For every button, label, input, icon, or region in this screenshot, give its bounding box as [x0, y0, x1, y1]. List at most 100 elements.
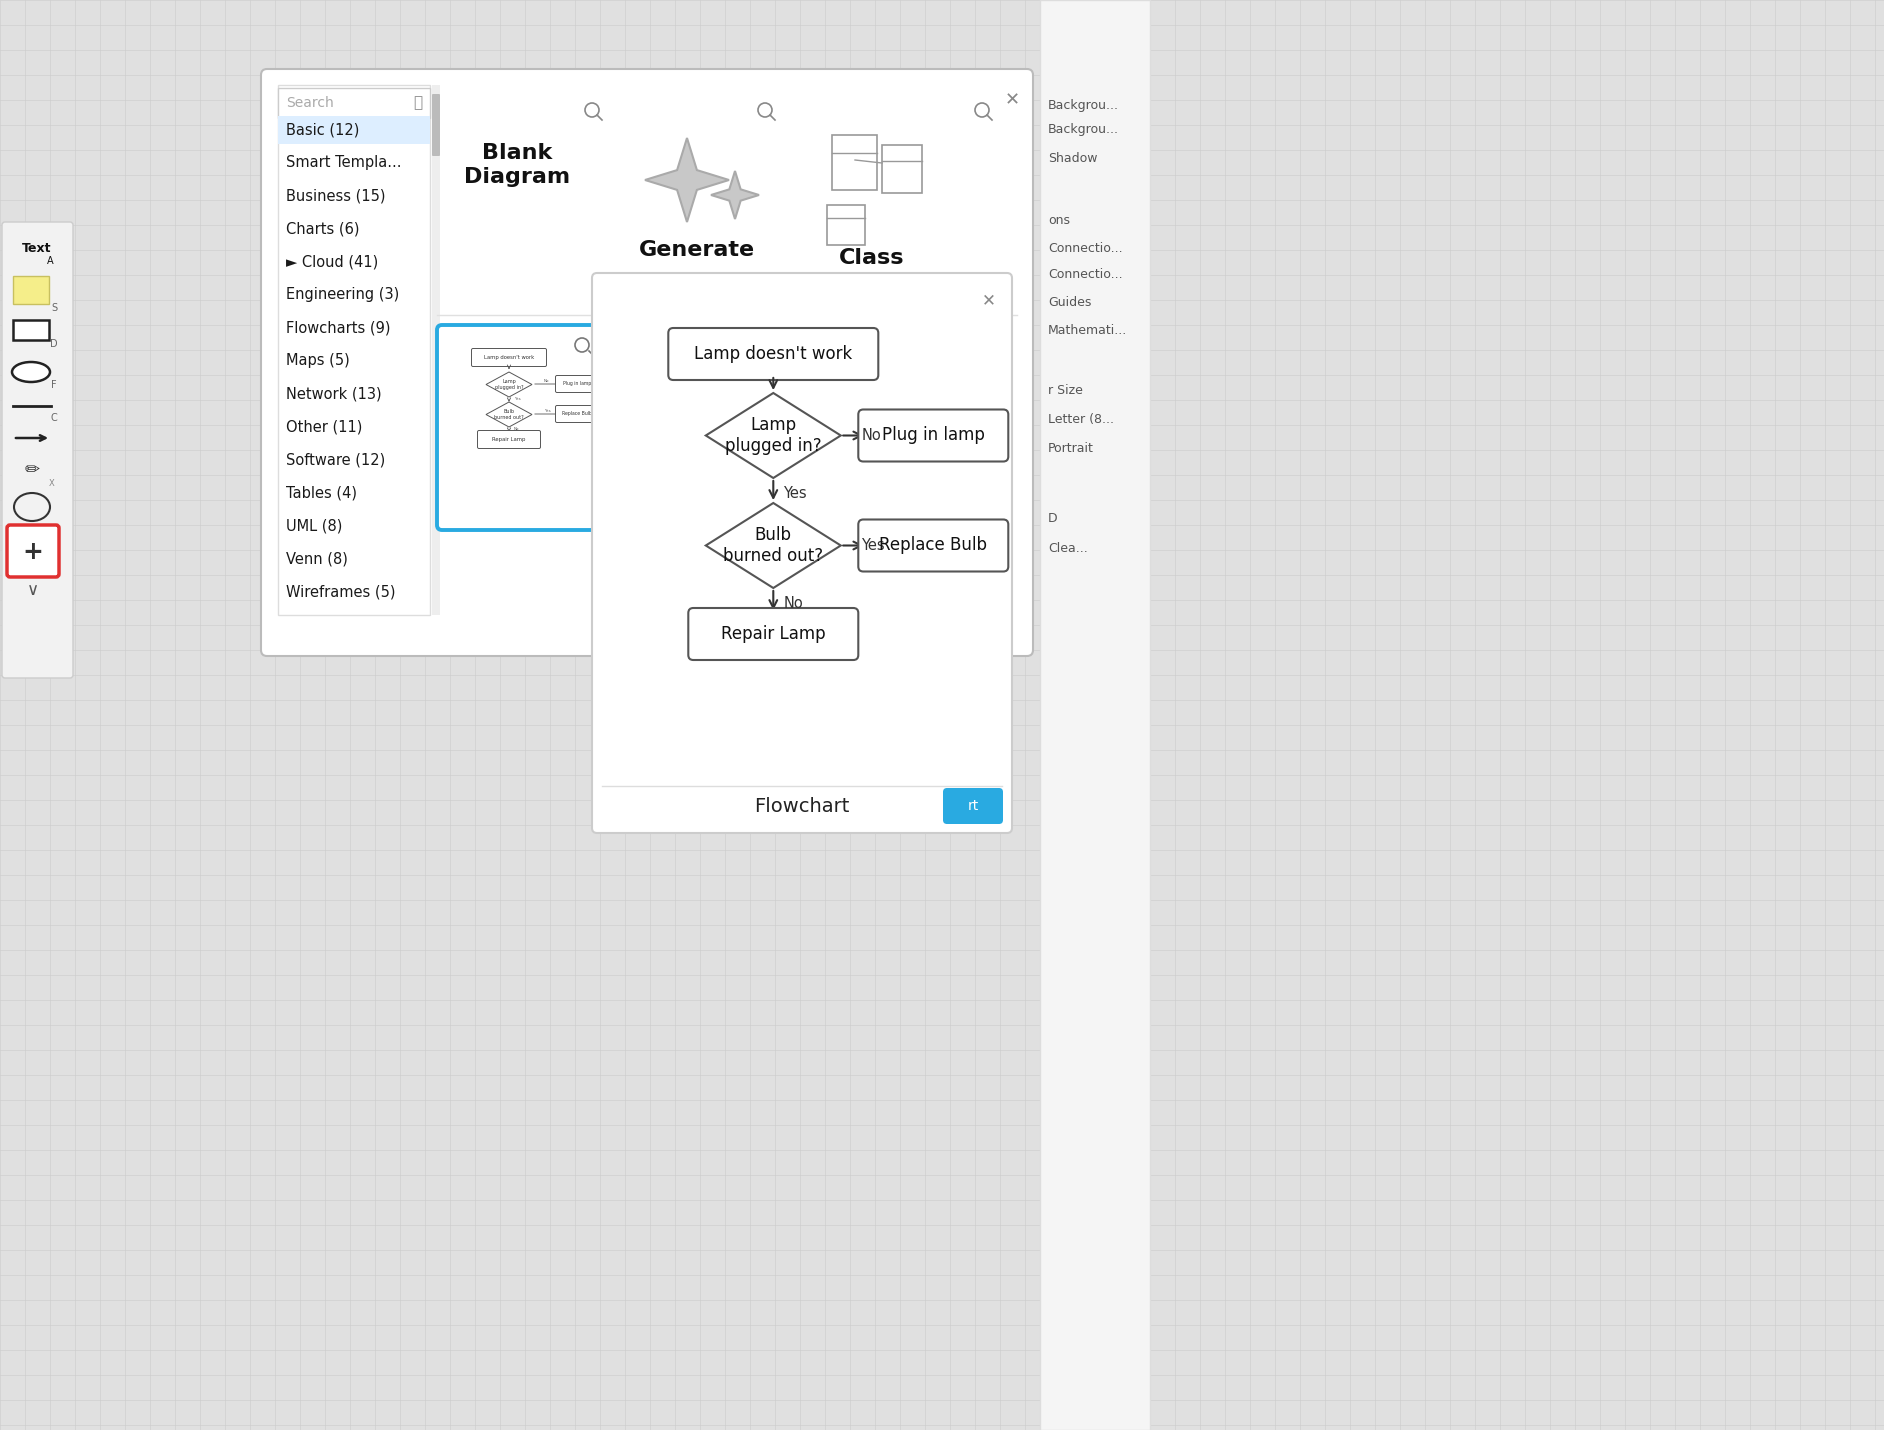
FancyBboxPatch shape — [13, 320, 49, 340]
Text: Backgrou...: Backgrou... — [1048, 123, 1119, 136]
Text: Flowchart: Flowchart — [754, 798, 850, 817]
Text: Clea...: Clea... — [1048, 542, 1087, 555]
Text: No: No — [784, 596, 803, 611]
FancyBboxPatch shape — [437, 325, 603, 531]
Text: Plug in lamp: Plug in lamp — [563, 382, 592, 386]
FancyBboxPatch shape — [431, 94, 441, 156]
FancyBboxPatch shape — [859, 409, 1008, 462]
FancyBboxPatch shape — [2, 222, 73, 678]
Text: ► Cloud (41): ► Cloud (41) — [286, 255, 379, 269]
Text: r Size: r Size — [1048, 383, 1083, 396]
FancyBboxPatch shape — [833, 134, 876, 190]
Text: Search: Search — [286, 96, 333, 110]
Text: Backgrou...: Backgrou... — [1048, 99, 1119, 112]
FancyBboxPatch shape — [688, 608, 859, 661]
Text: Connectio...: Connectio... — [1048, 269, 1123, 282]
Text: Venn (8): Venn (8) — [286, 552, 349, 566]
FancyBboxPatch shape — [431, 84, 441, 615]
FancyBboxPatch shape — [944, 788, 1002, 824]
Text: ✏: ✏ — [24, 460, 40, 479]
Text: Guides: Guides — [1048, 296, 1091, 309]
Text: D: D — [1048, 512, 1057, 525]
Text: ⌕: ⌕ — [413, 96, 422, 110]
FancyBboxPatch shape — [669, 327, 878, 380]
Polygon shape — [710, 172, 759, 219]
Text: Wireframes (5): Wireframes (5) — [286, 585, 396, 599]
Text: Lamp
plugged in?: Lamp plugged in? — [725, 416, 821, 455]
Text: Bulb
burned out?: Bulb burned out? — [494, 409, 524, 419]
Text: Entity
Relationship
Diagram: Entity Relationship Diagram — [624, 551, 761, 616]
Text: ✕: ✕ — [982, 290, 997, 309]
Text: D: D — [51, 339, 58, 349]
Text: Lamp doesn't work: Lamp doesn't work — [693, 345, 852, 363]
Text: Charts (6): Charts (6) — [286, 222, 360, 236]
Text: Replace Bulb: Replace Bulb — [561, 412, 592, 416]
Text: ons: ons — [1048, 213, 1070, 226]
Text: C: C — [51, 413, 57, 423]
Text: Connectio...: Connectio... — [1048, 242, 1123, 255]
Text: Other (11): Other (11) — [286, 419, 362, 435]
Text: Smart Templa...: Smart Templa... — [286, 156, 401, 170]
Text: Plug in lamp: Plug in lamp — [882, 426, 985, 445]
Text: Business (15): Business (15) — [286, 189, 386, 203]
Text: Portrait: Portrait — [1048, 442, 1095, 455]
Text: Yes: Yes — [861, 538, 885, 553]
Text: Mathemati...: Mathemati... — [1048, 323, 1127, 336]
Ellipse shape — [11, 362, 51, 382]
Polygon shape — [644, 139, 729, 222]
Text: No: No — [544, 379, 550, 383]
Polygon shape — [486, 402, 531, 428]
Text: Maps (5): Maps (5) — [286, 353, 350, 369]
Text: Repair Lamp: Repair Lamp — [722, 625, 825, 644]
FancyBboxPatch shape — [592, 273, 1012, 834]
FancyBboxPatch shape — [477, 430, 541, 449]
Text: A: A — [47, 256, 53, 266]
Text: Engineering (3): Engineering (3) — [286, 287, 399, 303]
Text: S: S — [51, 303, 57, 313]
Text: rt: rt — [966, 799, 978, 814]
Text: Text: Text — [23, 242, 51, 255]
FancyBboxPatch shape — [279, 84, 430, 615]
FancyBboxPatch shape — [614, 327, 774, 528]
FancyBboxPatch shape — [1040, 0, 1149, 1430]
Text: Tables (4): Tables (4) — [286, 486, 356, 500]
FancyBboxPatch shape — [279, 116, 430, 144]
FancyBboxPatch shape — [471, 349, 546, 366]
Text: Blank
Diagram: Blank Diagram — [463, 143, 571, 187]
Text: Lamp doesn't work: Lamp doesn't work — [484, 355, 535, 360]
Text: No: No — [514, 428, 520, 430]
FancyBboxPatch shape — [827, 204, 865, 245]
Text: Yes: Yes — [514, 398, 520, 400]
Text: Letter (8...: Letter (8... — [1048, 413, 1113, 426]
Text: UML (8): UML (8) — [286, 519, 343, 533]
Text: Basic (12): Basic (12) — [286, 123, 360, 137]
FancyBboxPatch shape — [556, 406, 599, 422]
Text: Bulb
burned out?: Bulb burned out? — [723, 526, 823, 565]
Text: Generate: Generate — [639, 240, 755, 260]
Text: Shadow: Shadow — [1048, 152, 1098, 164]
Text: Yes: Yes — [784, 486, 806, 500]
FancyBboxPatch shape — [262, 69, 1032, 656]
Text: ✕: ✕ — [1004, 92, 1019, 109]
FancyBboxPatch shape — [882, 144, 921, 193]
Polygon shape — [603, 347, 612, 370]
Text: Repair Lamp: Repair Lamp — [492, 438, 526, 442]
Polygon shape — [706, 503, 840, 588]
Polygon shape — [706, 393, 840, 478]
FancyBboxPatch shape — [8, 525, 58, 576]
Text: Class
Diagram: Class Diagram — [820, 247, 925, 292]
FancyBboxPatch shape — [556, 376, 599, 392]
Text: F: F — [51, 380, 57, 390]
Text: No: No — [861, 428, 882, 443]
Text: Software (12): Software (12) — [286, 452, 384, 468]
Polygon shape — [486, 372, 531, 398]
Text: ∨: ∨ — [26, 581, 40, 599]
Text: Flowcharts (9): Flowcharts (9) — [286, 320, 390, 336]
FancyBboxPatch shape — [859, 519, 1008, 572]
Text: Lamp
plugged in?: Lamp plugged in? — [495, 379, 524, 390]
Text: X: X — [49, 479, 55, 488]
Text: Yes: Yes — [544, 409, 550, 413]
FancyBboxPatch shape — [279, 89, 430, 119]
Text: Network (13): Network (13) — [286, 386, 382, 402]
Text: +: + — [23, 541, 43, 563]
